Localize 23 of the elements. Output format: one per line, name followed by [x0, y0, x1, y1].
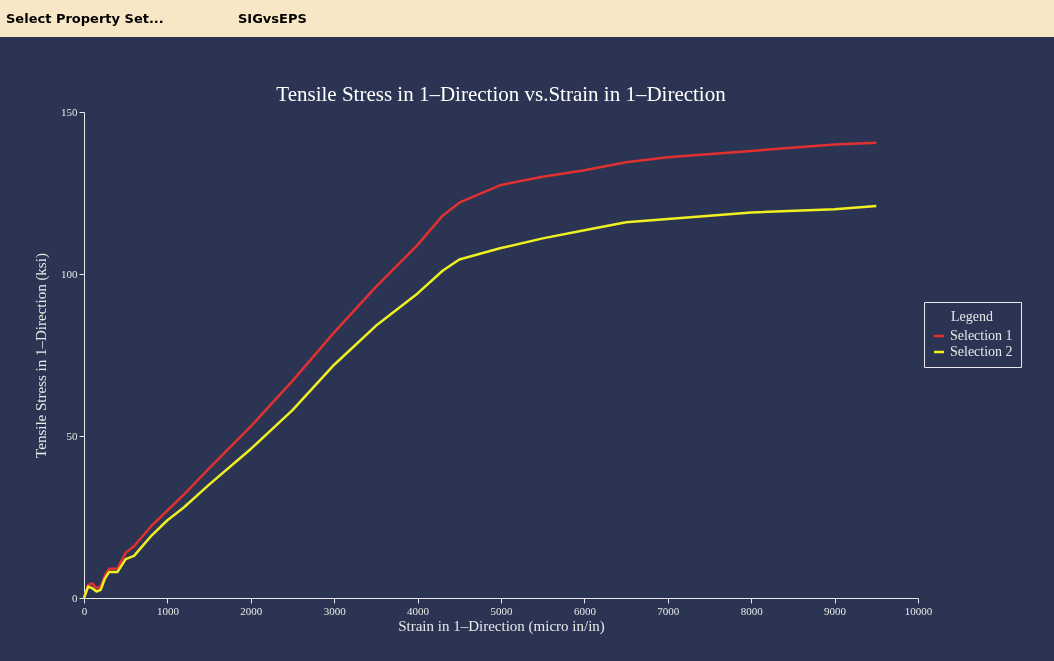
x-tick-label: 6000	[573, 604, 597, 617]
x-tick-label: 1000	[156, 604, 180, 617]
x-tick-label: 4000	[407, 604, 430, 617]
y-tick-label: 50	[66, 429, 78, 442]
legend-title: Legend	[951, 309, 993, 324]
x-tick-label: 8000	[740, 604, 764, 617]
x-tick-label: 2000	[240, 604, 263, 617]
legend-label: Selection 1	[950, 328, 1013, 343]
x-tick-label: 3000	[323, 604, 347, 617]
y-tick-label: 0	[72, 591, 78, 604]
text: SIGvsEPS	[238, 11, 307, 26]
y-tick-label: 150	[61, 105, 78, 118]
y-tick-label: 100	[61, 267, 78, 280]
x-tick-label: 10000	[904, 604, 933, 617]
x-tick-label: 0	[81, 604, 88, 617]
x-tick-label: 9000	[824, 604, 847, 617]
text: Select Property Set...	[6, 11, 164, 26]
x-axis-title: Strain in 1–Direction (micro in/in)	[398, 617, 605, 635]
legend-label: Selection 2	[950, 344, 1013, 359]
chart-title: Tensile Stress in 1–Direction vs.Strain in 1–Direction	[276, 82, 727, 106]
x-tick-label: 7000	[657, 604, 680, 617]
y-axis-title: Tensile Stress in 1–Direction (ksi)	[33, 253, 50, 458]
x-tick-label: 5000	[490, 604, 513, 617]
